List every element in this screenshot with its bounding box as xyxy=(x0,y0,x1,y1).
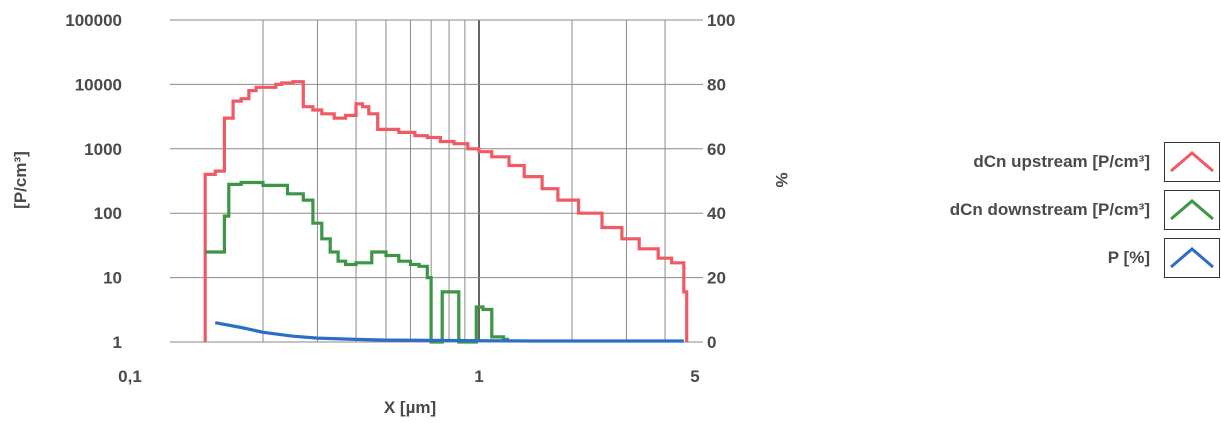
legend-item-p: P [%] xyxy=(1108,236,1220,280)
y-right-tick-label: 60 xyxy=(707,140,726,159)
x-tick-label: 0,1 xyxy=(118,367,142,386)
y-left-axis-title: [P/cm³] xyxy=(11,151,30,209)
y-left-tick-label: 1 xyxy=(113,333,122,352)
line-chart-blue-icon xyxy=(1164,238,1220,278)
y-right-tick-label: 100 xyxy=(707,11,735,30)
x-tick-label: 5 xyxy=(690,367,699,386)
legend-item-upstream: dCn upstream [P/cm³] xyxy=(973,140,1220,184)
y-right-tick-label: 20 xyxy=(707,269,726,288)
x-axis-title: X [µm] xyxy=(384,398,436,417)
x-tick-label: 1 xyxy=(474,367,483,386)
series-line-downstream xyxy=(205,180,509,344)
y-left-tick-label: 100 xyxy=(94,204,122,223)
y-right-tick-label: 0 xyxy=(707,333,716,352)
legend-label-upstream: dCn upstream [P/cm³] xyxy=(973,152,1150,171)
left-axis-ticks: 1 10 100 1000 10000 100000 xyxy=(65,11,122,352)
line-chart-red-icon xyxy=(1164,142,1220,182)
x-axis-ticks: 0,1 1 5 xyxy=(118,367,700,386)
series-layer xyxy=(203,80,689,344)
y-right-tick-label: 40 xyxy=(707,204,726,223)
y-right-axis-title: % xyxy=(772,172,791,187)
legend-item-downstream: dCn downstream [P/cm³] xyxy=(950,188,1220,232)
legend-label-p: P [%] xyxy=(1107,248,1150,267)
y-right-tick-label: 80 xyxy=(707,75,726,94)
series-line-upstream xyxy=(203,80,689,342)
right-axis-ticks: 0 20 40 60 80 100 xyxy=(695,11,735,352)
y-left-tick-label: 1000 xyxy=(84,140,122,159)
y-left-tick-label: 10 xyxy=(103,269,122,288)
series-line-p xyxy=(214,321,684,343)
y-left-tick-label: 100000 xyxy=(65,11,122,30)
line-chart-green-icon xyxy=(1164,190,1220,230)
y-left-tick-label: 10000 xyxy=(75,75,122,94)
legend-label-downstream: dCn downstream [P/cm³] xyxy=(949,200,1150,219)
